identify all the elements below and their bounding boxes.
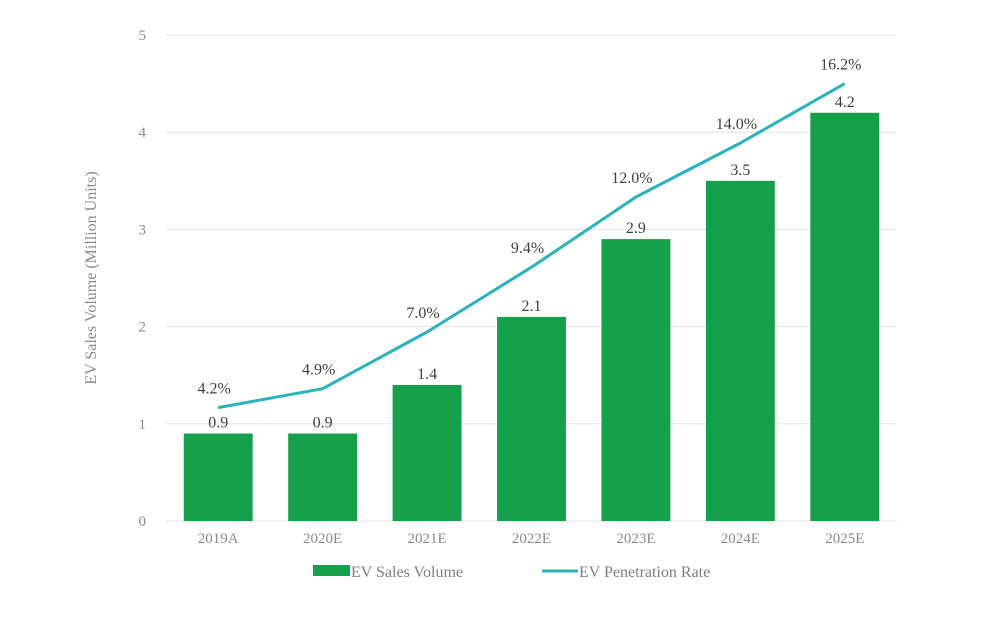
penetration-value-label: 4.2%: [198, 381, 231, 398]
bar-value-label: 2.9: [626, 220, 646, 237]
penetration-value-label: 7.0%: [406, 305, 439, 322]
y-tick-label: 5: [139, 28, 147, 44]
bars: [183, 112, 880, 522]
legend-label-penetration: EV Penetration Rate: [579, 564, 710, 581]
legend-swatch-sales: [313, 565, 350, 576]
y-axis-label: EV Sales Volume (Million Units): [83, 171, 100, 384]
x-tick-label: 2021E: [407, 531, 446, 547]
bar: [288, 433, 358, 521]
data-labels: 0.9 0.9 1.4 2.1 2.9 3.5 4.2 4.2% 4.9% 7.0% 9.4% 12.…: [198, 57, 862, 432]
x-tick-label: 2019A: [198, 531, 239, 547]
y-tick-label: 2: [139, 320, 147, 336]
bar-value-label: 0.9: [208, 415, 228, 432]
legend: EV Sales Volume EV Penetration Rate: [313, 564, 710, 581]
bar-value-label: 2.1: [522, 298, 542, 315]
penetration-value-label: 14.0%: [716, 116, 757, 133]
bar: [601, 239, 671, 521]
bar-value-label: 0.9: [313, 415, 333, 432]
penetration-value-label: 9.4%: [511, 240, 544, 257]
y-tick-label: 4: [139, 125, 147, 141]
penetration-value-label: 16.2%: [820, 57, 861, 74]
bar: [705, 180, 775, 522]
y-axis-ticks: 0 1 2 3 4 5: [139, 28, 147, 530]
penetration-value-label: 12.0%: [611, 170, 652, 187]
x-axis-ticks: 2019A 2020E 2021E 2022E 2023E 2024E 2025E: [198, 531, 865, 547]
y-tick-label: 3: [139, 222, 147, 238]
bar: [497, 316, 566, 521]
bar-value-label: 3.5: [730, 162, 750, 179]
penetration-value-label: 4.9%: [302, 362, 335, 379]
x-tick-label: 2025E: [825, 531, 864, 547]
y-tick-label: 1: [139, 417, 147, 433]
bar: [183, 433, 253, 521]
bar: [392, 384, 462, 521]
x-tick-label: 2022E: [512, 531, 551, 547]
bar-value-label: 4.2: [835, 94, 855, 111]
bar: [810, 112, 880, 521]
x-tick-label: 2020E: [303, 531, 342, 547]
y-tick-label: 0: [139, 514, 147, 530]
bar-value-label: 1.4: [417, 366, 437, 383]
x-tick-label: 2024E: [721, 531, 760, 547]
x-tick-label: 2023E: [616, 531, 655, 547]
legend-label-sales: EV Sales Volume: [351, 564, 463, 581]
penetration-line: [217, 82, 846, 410]
